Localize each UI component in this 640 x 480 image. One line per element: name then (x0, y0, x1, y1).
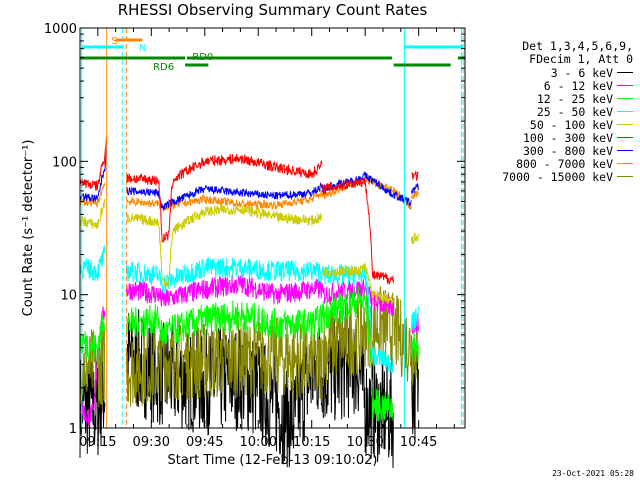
legend-entry: 3 - 6 keV (478, 65, 633, 80)
series-line-300-800-kev-seg-3 (411, 183, 419, 195)
legend-swatch (617, 163, 633, 164)
x-axis-label: Start Time (12-Feb-13 09:10:02) (168, 453, 378, 468)
x-tick-label: 10:30 (346, 435, 383, 450)
legend-swatch (617, 176, 633, 177)
y-tick-label: 1000 (44, 22, 77, 37)
legend-swatch (617, 111, 633, 112)
legend-entry: 6 - 12 keV (478, 78, 633, 93)
series-line-50-100-kev-seg-3 (411, 232, 419, 244)
series-line-6-12-kev-seg-1 (125, 275, 323, 307)
series-line-12-25-kev-seg-2 (321, 286, 394, 422)
legend-label: 100 - 300 keV (522, 130, 613, 145)
series-line-300-800-kev-seg-0 (79, 148, 107, 203)
series-line-800-7000-kev-seg-1 (126, 189, 323, 213)
series-line-12-25-kev-seg-0 (79, 314, 106, 363)
series-line-100-300-kev-seg-3 (411, 170, 419, 182)
series-line-100-300-kev-seg-2 (321, 177, 394, 285)
series-line-25-50-kev-seg-0 (79, 244, 106, 282)
legend-label: 3 - 6 keV (550, 65, 613, 80)
legend-entry: 12 - 25 keV (478, 91, 633, 106)
legend-entry: 300 - 800 keV (478, 143, 633, 158)
series-line-100-300-kev-seg-1 (125, 153, 323, 243)
series-line-800-7000-kev-seg-0 (79, 182, 106, 208)
legend-entry: 7000 - 15000 keV (478, 169, 633, 184)
legend: Det 1,3,4,5,6,9, FDecim 1, Att 0 3 - 6 k… (478, 39, 633, 184)
x-tick-label: 10:00 (240, 435, 277, 450)
legend-label: 50 - 100 keV (529, 117, 613, 132)
legend-swatch (617, 150, 633, 151)
legend-entry: 800 - 7000 keV (478, 156, 633, 171)
series-line-100-300-kev-seg-0 (79, 136, 107, 191)
series-line-7000-15000-kev-seg-0 (79, 329, 106, 408)
x-tick-label: 10:15 (293, 435, 330, 450)
series-line-6-12-kev-seg-3 (411, 313, 419, 335)
legend-entry: 25 - 50 keV (478, 104, 633, 119)
flag-label-rd0: RD0 (192, 52, 213, 63)
legend-swatch (617, 98, 633, 99)
y-tick-label: 100 (52, 155, 77, 170)
flag-label-s: S (111, 36, 117, 47)
plot-frame (79, 27, 466, 429)
legend-label: 25 - 50 keV (536, 104, 613, 119)
chart-title: RHESSI Observing Summary Count Rates (117, 1, 428, 19)
series-line-50-100-kev-seg-2 (322, 262, 394, 305)
y-tick-label: 10 (60, 289, 77, 304)
legend-label: 7000 - 15000 keV (502, 169, 613, 184)
generated-timestamp: 23-Oct-2021 05:28 (552, 469, 634, 478)
y-tick-label: 1 (69, 422, 77, 437)
legend-header-detectors: Det 1,3,4,5,6,9, (522, 39, 633, 53)
series-line-3-6-kev-seg-1 (125, 309, 323, 468)
series-line-12-25-kev-seg-3 (411, 332, 419, 363)
legend-label: 6 - 12 keV (543, 78, 613, 93)
series-line-50-100-kev-seg-1 (125, 204, 323, 288)
series-line-3-6-kev-seg-3 (411, 343, 419, 440)
flag-label-n: N (139, 43, 146, 54)
series-line-50-100-kev-seg-0 (79, 199, 106, 229)
legend-entry: 50 - 100 keV (478, 117, 633, 132)
series-line-800-7000-kev-seg-3 (411, 190, 419, 200)
y-axis-label: Count Rate (s⁻¹ detector⁻¹) (21, 140, 36, 317)
legend-swatch (617, 85, 633, 86)
series-line-12-25-kev-seg-1 (125, 300, 323, 345)
legend-label: 12 - 25 keV (536, 91, 613, 106)
legend-label: 300 - 800 keV (522, 143, 613, 158)
legend-label: 800 - 7000 keV (516, 156, 613, 171)
series-line-300-800-kev-seg-1 (125, 181, 323, 211)
legend-swatch (617, 124, 633, 125)
series-line-25-50-kev-seg-1 (125, 257, 323, 294)
x-tick-label: 09:45 (186, 435, 223, 450)
legend-swatch (617, 72, 633, 73)
x-tick-label: 09:15 (79, 435, 116, 450)
legend-swatch (617, 137, 633, 138)
x-tick-label: 09:30 (133, 435, 170, 450)
flag-label-rd6: RD6 (153, 62, 174, 73)
legend-entry: 100 - 300 keV (478, 130, 633, 145)
series-line-25-50-kev-seg-3 (411, 306, 419, 333)
legend-header-decimation: FDecim 1, Att 0 (529, 52, 633, 66)
x-tick-label: 10:45 (400, 435, 437, 450)
